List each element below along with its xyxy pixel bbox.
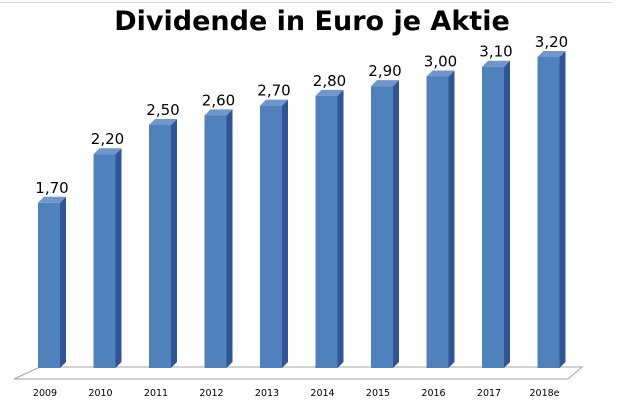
bar-2013 bbox=[260, 99, 288, 368]
bar-side bbox=[115, 148, 122, 368]
bar-2009 bbox=[38, 196, 66, 368]
bar-top bbox=[371, 80, 399, 87]
chart-title: Dividende in Euro je Aktie bbox=[114, 6, 510, 37]
x-tick-label: 2012 bbox=[199, 388, 223, 399]
bar-2015 bbox=[371, 80, 399, 368]
bar-side bbox=[171, 119, 177, 368]
x-tick-label: 2015 bbox=[366, 388, 390, 399]
data-label: 3,20 bbox=[535, 33, 568, 51]
x-tick-label: 2013 bbox=[255, 388, 279, 399]
bar-top bbox=[149, 119, 177, 126]
bar-top bbox=[315, 89, 344, 96]
data-label: 2,80 bbox=[313, 72, 346, 90]
x-tick-label: 2010 bbox=[88, 388, 112, 399]
bar-top bbox=[482, 60, 510, 67]
bar-front bbox=[204, 115, 227, 368]
data-label: 2,50 bbox=[146, 101, 179, 119]
bar-2016 bbox=[426, 70, 455, 368]
bar-2017 bbox=[482, 60, 510, 368]
x-tick-label: 2017 bbox=[477, 388, 501, 399]
bar-2014 bbox=[315, 89, 344, 368]
bar-side bbox=[559, 51, 566, 368]
frame-top-border bbox=[0, 2, 612, 3]
bar-side bbox=[393, 80, 399, 368]
bar-front bbox=[315, 95, 338, 368]
bar-front bbox=[482, 66, 504, 368]
x-tick-label: 2009 bbox=[33, 388, 57, 399]
bar-front bbox=[93, 154, 116, 368]
bar-side bbox=[504, 60, 510, 368]
bar-side bbox=[337, 89, 344, 368]
x-tick-label: 2014 bbox=[310, 388, 334, 399]
bar-2012 bbox=[204, 109, 233, 368]
bar-front bbox=[149, 125, 171, 368]
data-label: 2,20 bbox=[91, 130, 124, 148]
bar-2011 bbox=[149, 119, 177, 368]
bar-side bbox=[448, 70, 455, 368]
x-tick-label: 2018e bbox=[529, 388, 559, 399]
bar-2010 bbox=[93, 148, 122, 368]
x-tick-label: 2016 bbox=[421, 388, 445, 399]
data-label: 1,70 bbox=[35, 179, 68, 197]
bar-2018e bbox=[537, 51, 566, 368]
bar-top bbox=[38, 196, 66, 203]
data-label: 3,10 bbox=[479, 43, 512, 61]
bar-top bbox=[93, 148, 122, 155]
bar-front bbox=[426, 76, 449, 368]
chart-floor bbox=[13, 366, 584, 380]
bar-front bbox=[38, 202, 60, 368]
bar-side bbox=[282, 99, 288, 368]
bar-top bbox=[537, 51, 566, 57]
bar-front bbox=[260, 105, 282, 368]
bar-top bbox=[426, 70, 455, 77]
bar-top bbox=[204, 109, 233, 116]
bar-front bbox=[537, 57, 560, 368]
data-label: 3,00 bbox=[424, 52, 457, 70]
bar-side bbox=[226, 109, 233, 368]
data-label: 2,60 bbox=[202, 91, 235, 109]
bar-top bbox=[260, 99, 288, 106]
bar-side bbox=[60, 196, 66, 368]
x-tick-label: 2011 bbox=[144, 388, 168, 399]
bar-front bbox=[371, 86, 393, 368]
data-label: 2,70 bbox=[257, 82, 290, 100]
data-label: 2,90 bbox=[368, 62, 401, 80]
